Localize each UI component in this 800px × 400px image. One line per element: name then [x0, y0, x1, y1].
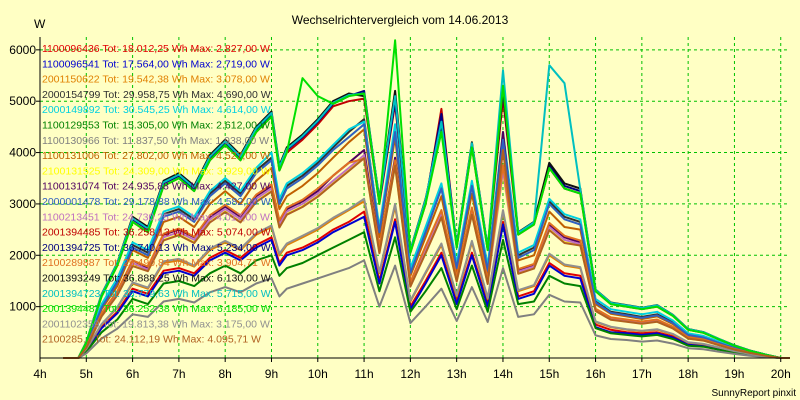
x-tick-label: 8h — [219, 367, 232, 381]
legend-entry: 2001394723 Tot: 36.779,63 Wh Max: 5.715,… — [42, 288, 271, 300]
series-line-18 — [63, 39, 790, 359]
x-tick-label: 14h — [493, 367, 513, 381]
series-line-1 — [63, 210, 790, 359]
legend-entry: 2100131525 Tot: 24.309,00 Wh Max: 3.929,… — [42, 165, 271, 177]
y-tick-label: 2000 — [9, 248, 36, 262]
x-tick-label: 18h — [678, 367, 698, 381]
x-tick-label: 5h — [80, 367, 93, 381]
x-tick-label: 4h — [33, 367, 46, 381]
legend-entry: 2100289887 Tot: 25.490,84 Wh Max: 3.904,… — [42, 257, 271, 269]
y-tick-label: 1000 — [9, 300, 36, 314]
legend-entry: 1100213451 Tot: 24.730,25 Wh Max: 4.017,… — [42, 211, 270, 223]
series-line-15 — [63, 157, 790, 359]
series-line-19 — [63, 197, 790, 359]
x-tick-label: 16h — [586, 367, 606, 381]
x-tick-label: 15h — [539, 367, 559, 381]
legend-entry: 2000154799 Tot: 29.958,75 Wh Max: 4.690,… — [42, 89, 271, 101]
legend-entry: 1100129553 Tot: 15.305,00 Wh Max: 2.612,… — [42, 120, 270, 132]
x-tick-label: 12h — [400, 367, 420, 381]
footer-credit: SunnyReport pinxit — [712, 388, 797, 399]
legend-entry: 2001393249 Tot: 36.888,25 Wh Max: 6.130,… — [42, 273, 271, 285]
legend-entry: 1100096436 Tot: 18.012,25 Wh Max: 2.827,… — [42, 43, 270, 55]
legend-entry: 1100130966 Tot: 11.837,50 Wh Max: 1.938,… — [42, 135, 269, 147]
legend-entry: 2000149892 Tot: 30.545,25 Wh Max: 4.614,… — [42, 104, 271, 116]
legend-entry: 2001394725 Tot: 36.740,13 Wh Max: 5.234,… — [42, 242, 271, 254]
series-line-5 — [63, 120, 790, 359]
x-tick-label: 6h — [126, 367, 139, 381]
y-tick-label: 3000 — [9, 197, 36, 211]
y-axis-label: W — [34, 17, 46, 31]
legend: 1100096436 Tot: 18.012,25 Wh Max: 2.827,… — [42, 43, 271, 346]
chart-title: Wechselrichtervergleich vom 14.06.2013 — [292, 13, 509, 27]
legend-entry: 2000001478 Tot: 29.178,88 Wh Max: 4.582,… — [42, 196, 271, 208]
x-tick-label: 17h — [632, 367, 652, 381]
series-group — [63, 39, 790, 359]
legend-entry: 1100096541 Tot: 17.564,00 Wh Max: 2.719,… — [42, 58, 270, 70]
x-tick-label: 9h — [265, 367, 278, 381]
series-line-20 — [63, 149, 790, 359]
legend-entry: 2001394487 Tot: 36.252,38 Wh Max: 6.185,… — [42, 303, 271, 315]
axes: 4h 5h 6h 7h 8h 9h 10h 11h 12h 13h 14h 15h 16h 17h 18h 1… — [9, 37, 791, 381]
y-tick-label: 5000 — [9, 94, 36, 108]
legend-entry: 2001150622 Tot: 19.542,38 Wh Max: 3.078,… — [42, 74, 270, 86]
x-tick-label: 19h — [724, 367, 744, 381]
x-tick-label: 11h — [355, 367, 374, 381]
series-line-6 — [63, 231, 790, 359]
legend-entry: 2001102359 Tot: 19.813,38 Wh Max: 3.175,… — [42, 318, 270, 330]
legend-entry: 1100131006 Tot: 27.802,00 Wh Max: 4.527,… — [42, 150, 270, 162]
x-tick-label: 7h — [172, 367, 185, 381]
y-tick-label: 6000 — [9, 43, 36, 57]
y-tick-label: 4000 — [9, 146, 36, 160]
series-line-2 — [63, 215, 790, 359]
x-tick-label: 10h — [308, 367, 328, 381]
legend-entry: 2001394485 Tot: 36.258,13 Wh Max: 5.074,… — [42, 227, 271, 239]
x-tick-label: 20h — [771, 367, 791, 381]
series-line-7 — [63, 259, 790, 359]
legend-entry: 1100131074 Tot: 24.935,88 Wh Max: 4.427,… — [42, 181, 270, 193]
x-tick-label: 13h — [447, 367, 467, 381]
series-line-11 — [63, 123, 790, 359]
legend-entry: 2100285... Tot: 24.112,19 Wh Max: 4.095,… — [42, 334, 261, 346]
